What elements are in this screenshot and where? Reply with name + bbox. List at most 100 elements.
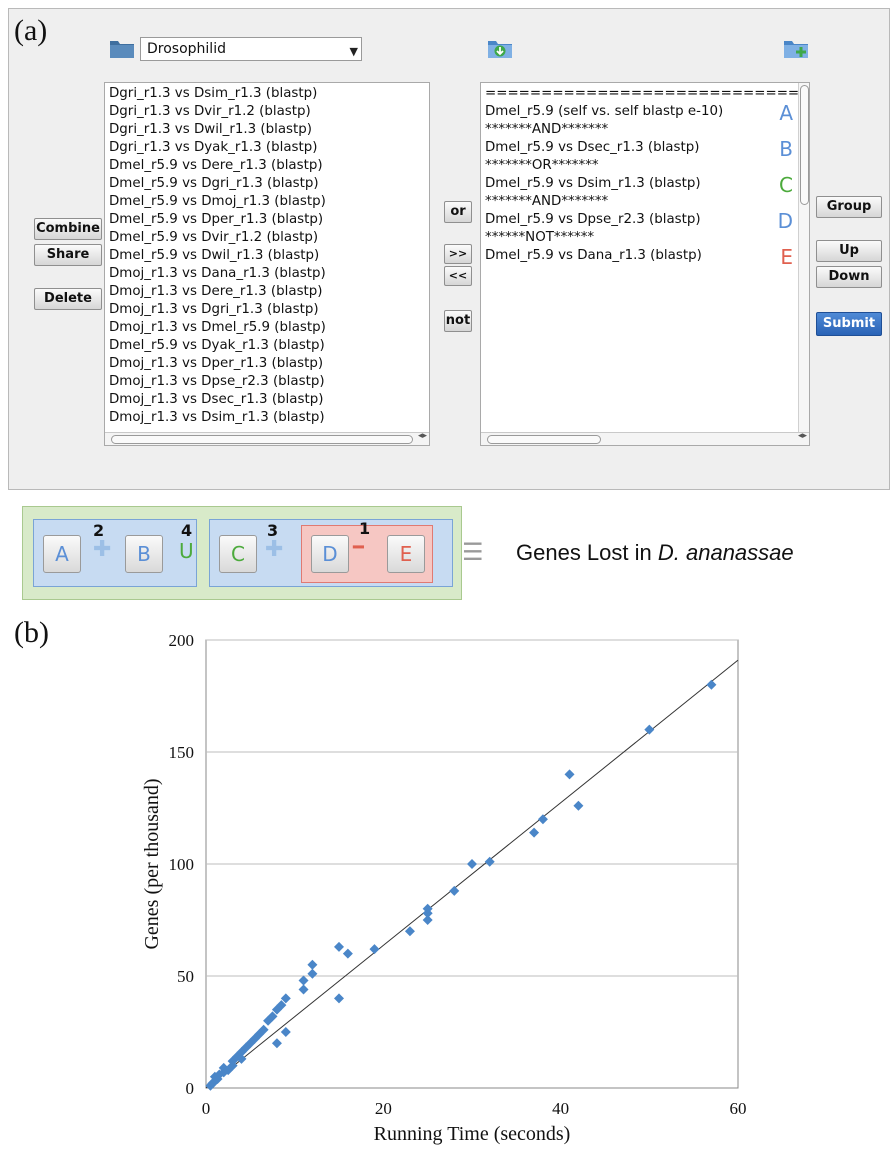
term-b: B [125,535,163,573]
list-item[interactable]: Dgri_r1.3 vs Dyak_r1.3 (blastp) [109,140,318,155]
x-tick-label: 40 [552,1099,569,1118]
query-item-label: Dmel_r5.9 vs Dsec_r1.3 (blastp) [485,140,700,155]
scrollbar-thumb[interactable] [487,435,601,444]
list-item[interactable]: Dmel_r5.9 vs Dgri_r1.3 (blastp) [109,176,319,191]
submit-button[interactable]: Submit [816,312,882,336]
plus-icon: ✚ [93,537,112,562]
down-button[interactable]: Down [816,266,882,288]
comparison-list[interactable]: Dgri_r1.3 vs Dsim_r1.3 (blastp) Dgri_r1.3… [104,82,430,446]
query-item-label: *******AND******* [485,122,609,137]
scroll-arrows-icon[interactable]: ◂▸ [797,431,807,441]
list-item[interactable]: Dmoj_r1.3 vs Dere_r1.3 (blastp) [109,284,323,299]
data-point [223,1065,234,1076]
y-tick-label: 0 [186,1079,195,1098]
query-item[interactable]: Dmel_r5.9 vs Dpse_r2.3 (blastp) D [481,209,809,233]
data-point [369,944,380,955]
x-tick-label: 60 [730,1099,747,1118]
y-axis-label: Genes (per thousand) [141,778,163,949]
data-point [236,1053,247,1064]
query-item-label: Dmel_r5.9 vs Dana_r1.3 (blastp) [485,248,702,263]
remove-from-query-button[interactable]: << [444,266,472,286]
query-item-label: Dmel_r5.9 vs Dsim_r1.3 (blastp) [485,176,701,191]
up-button[interactable]: Up [816,240,882,262]
y-tick-label: 50 [177,967,194,986]
data-point [449,885,460,896]
term-e: E [387,535,425,573]
data-point [537,814,548,825]
data-point [298,975,309,986]
list-item[interactable]: Dmel_r5.9 vs Dwil_r1.3 (blastp) [109,248,320,263]
list-item[interactable]: Dmoj_r1.3 vs Dsec_r1.3 (blastp) [109,392,324,407]
data-point [467,859,477,869]
term-d: D [311,535,349,573]
data-point [249,1033,260,1044]
formula-result: Genes Lost in D. ananassae [516,540,794,566]
data-point [307,959,318,970]
data-point [529,827,540,838]
or-button[interactable]: or [444,201,472,223]
data-point [422,903,433,914]
data-point [706,679,717,690]
scrollbar-thumb[interactable] [800,85,809,205]
query-item[interactable]: ============================ [481,85,809,103]
dataset-dropdown-value: Drosophilid [147,41,226,57]
add-to-query-button[interactable]: >> [444,244,472,264]
vertical-scrollbar[interactable] [798,83,809,433]
list-item[interactable]: Dmel_r5.9 vs Dmoj_r1.3 (blastp) [109,194,326,209]
not-button[interactable]: not [444,310,472,332]
query-item[interactable]: Dmel_r5.9 vs Dsec_r1.3 (blastp) B [481,139,809,159]
list-item[interactable]: Dmoj_r1.3 vs Dsim_r1.3 (blastp) [109,410,325,425]
term-letter: E [780,245,793,269]
query-item[interactable]: Dmel_r5.9 vs Dsim_r1.3 (blastp) C [481,173,809,197]
query-item[interactable]: *******OR******* [481,157,809,175]
group-button[interactable]: Group [816,196,882,218]
query-item-label: *******OR******* [485,158,599,173]
list-item[interactable]: Dmoj_r1.3 vs Dgri_r1.3 (blastp) [109,302,319,317]
list-item[interactable]: Dgri_r1.3 vs Dvir_r1.2 (blastp) [109,104,311,119]
query-item-label: ******NOT****** [485,230,595,245]
x-tick-label: 0 [202,1099,211,1118]
list-item[interactable]: Dmoj_r1.3 vs Dper_r1.3 (blastp) [109,356,324,371]
order-3: 3 [267,521,279,540]
folder-icon[interactable] [108,36,136,60]
list-item[interactable]: Dmel_r5.9 vs Dyak_r1.3 (blastp) [109,338,325,353]
list-item[interactable]: Dmel_r5.9 vs Dvir_r1.2 (blastp) [109,230,319,245]
x-tick-label: 20 [375,1099,392,1118]
scroll-arrows-icon[interactable]: ◂▸ [417,431,427,441]
query-item[interactable]: Dmel_r5.9 (self vs. self blastp e-10) A [481,103,809,123]
scrollbar-thumb[interactable] [111,435,413,444]
data-point [240,1042,251,1053]
query-item[interactable]: *******AND******* [481,193,809,211]
delete-button[interactable]: Delete [34,288,102,310]
term-a: A [43,535,81,573]
list-item[interactable]: Dmoj_r1.3 vs Dana_r1.3 (blastp) [109,266,326,281]
query-item[interactable]: ******NOT****** [481,229,809,247]
combine-button[interactable]: Combine [34,218,102,240]
list-item[interactable]: Dgri_r1.3 vs Dwil_r1.3 (blastp) [109,122,313,137]
plus-icon: ✚ [265,537,284,562]
list-item[interactable]: Dgri_r1.3 vs Dsim_r1.3 (blastp) [109,86,318,101]
list-item[interactable]: Dmoj_r1.3 vs Dpse_r2.3 (blastp) [109,374,325,389]
query-item[interactable]: *******AND******* [481,121,809,139]
query-list[interactable]: ============================ Dmel_r5.9 (s… [480,82,810,446]
scatter-chart: 0 50 100 150 200 0 20 40 60 Running Time (seconds… [141,631,747,1145]
list-item[interactable]: Dmoj_r1.3 vs Dmel_r5.9 (blastp) [109,320,326,335]
term-letter: C [779,173,793,197]
horizontal-scrollbar[interactable]: ◂▸ [105,431,429,445]
horizontal-scrollbar[interactable]: ◂▸ [481,431,809,445]
term-c: C [219,535,257,573]
dataset-dropdown[interactable]: Drosophilid ▼ [140,37,362,61]
folder-download-icon[interactable] [486,36,514,60]
folder-add-icon[interactable] [782,36,810,60]
query-item-label: Dmel_r5.9 vs Dpse_r2.3 (blastp) [485,212,701,227]
formula-diagram: A ✚ B 2 4 U C ✚ 3 D ━ 1 E [22,506,462,600]
list-item[interactable]: Dmel_r5.9 vs Dere_r1.3 (blastp) [109,158,323,173]
term-letter: D [777,209,793,233]
result-prefix: Genes Lost in [516,540,658,565]
query-item-label: ============================ [485,86,800,101]
list-item[interactable]: Dmel_r5.9 vs Dper_r1.3 (blastp) [109,212,324,227]
share-button[interactable]: Share [34,244,102,266]
panel-label-b: (b) [14,616,49,649]
query-item[interactable]: Dmel_r5.9 vs Dana_r1.3 (blastp) E [481,245,809,269]
data-point [271,1004,282,1015]
